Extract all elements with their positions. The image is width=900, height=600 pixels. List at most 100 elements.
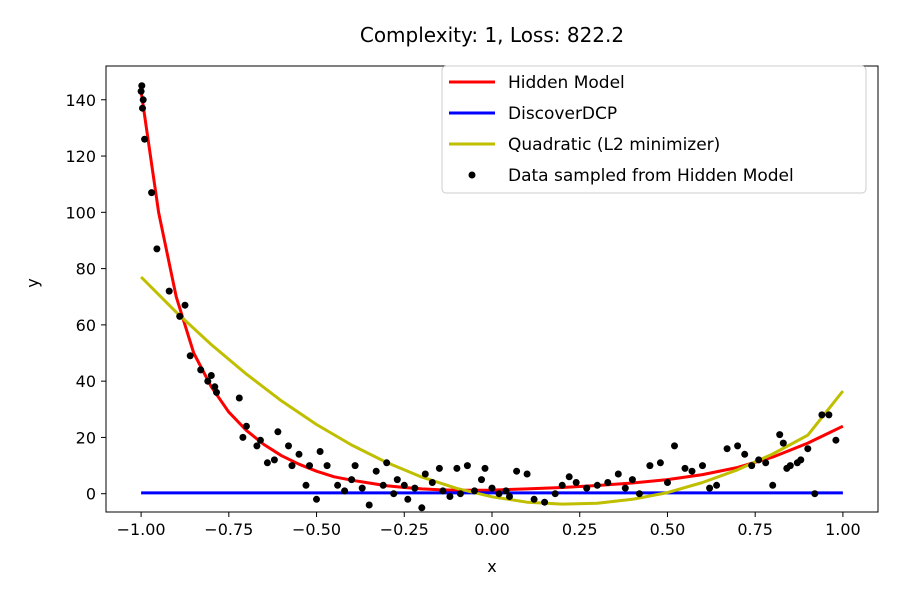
data-point (664, 479, 671, 486)
data-point (825, 411, 833, 419)
data-point (435, 464, 443, 472)
data-point (713, 481, 721, 489)
data-point (207, 372, 215, 379)
data-point (481, 464, 489, 472)
data-point (646, 462, 654, 470)
data-point (495, 490, 503, 498)
y-tick-label: 0 (86, 485, 96, 504)
data-point (365, 501, 373, 509)
legend-swatch-data (468, 171, 476, 179)
data-point (656, 459, 664, 467)
data-point (165, 287, 173, 295)
x-axis-label: x (487, 557, 496, 576)
data-point (263, 459, 271, 467)
x-tick-label: −1.00 (117, 520, 166, 539)
data-point (688, 467, 696, 475)
data-point (411, 484, 419, 492)
data-point (316, 448, 324, 455)
series-line-hidden-model (139, 91, 844, 492)
data-point (671, 442, 678, 450)
data-point (523, 470, 531, 478)
data-point (295, 450, 303, 458)
y-tick-label: 140 (65, 91, 96, 110)
data-point (400, 481, 408, 489)
data-point (270, 456, 278, 464)
data-point (530, 495, 538, 503)
data-point (453, 464, 461, 472)
data-point (779, 439, 787, 447)
x-tick-label: −0.50 (292, 520, 341, 539)
x-tick-label: 1.00 (825, 520, 861, 539)
data-point (137, 87, 145, 95)
x-tick-label: −0.25 (380, 520, 429, 539)
x-tick-label: 0.25 (562, 520, 598, 539)
legend-box (441, 65, 867, 194)
data-point (256, 436, 264, 444)
data-point (762, 459, 770, 467)
data-point (285, 442, 292, 450)
y-tick-label: 120 (65, 147, 96, 166)
data-point (471, 487, 478, 495)
data-point (832, 436, 840, 444)
data-point (614, 470, 622, 478)
data-point (741, 450, 749, 458)
legend-label-hidden-model: Hidden Model (508, 73, 625, 93)
data-point (383, 459, 391, 467)
legend: Hidden Model DiscoverDCP Quadratic (L2 m… (441, 65, 867, 194)
data-point (593, 481, 601, 489)
data-point (488, 484, 496, 492)
data-point (755, 456, 763, 464)
data-point (769, 481, 777, 489)
x-tick-label: 0.50 (650, 520, 686, 539)
y-tick-label: 80 (76, 260, 96, 279)
data-point (572, 479, 580, 486)
data-point (541, 498, 549, 506)
data-point (204, 377, 212, 385)
chart-title: Complexity: 1, Loss: 822.2 (360, 23, 624, 47)
data-point (186, 352, 194, 360)
data-point (478, 476, 485, 484)
data-point (313, 495, 320, 503)
data-point (628, 476, 636, 484)
data-point (558, 481, 566, 489)
data-point (288, 462, 296, 470)
legend-label-discoverdcp: DiscoverDCP (508, 104, 617, 124)
data-point (211, 383, 219, 391)
data-point (421, 470, 429, 478)
data-point (393, 476, 401, 484)
data-point (139, 96, 147, 104)
data-point (153, 245, 161, 253)
data-point (253, 442, 261, 450)
y-axis-label: y (23, 278, 42, 287)
data-point (379, 481, 387, 489)
data-point (242, 422, 250, 430)
data-point (372, 467, 380, 475)
data-point (748, 462, 756, 470)
x-tick-label: −0.75 (204, 520, 253, 539)
series-line-quadratic-l2-minimizer (140, 275, 845, 506)
data-point (513, 467, 521, 475)
data-point (502, 487, 510, 495)
series-layer (137, 82, 845, 512)
data-point (358, 484, 366, 492)
data-point (138, 82, 146, 90)
data-point (390, 490, 398, 498)
data-point (239, 433, 247, 441)
data-point (181, 301, 189, 309)
data-point (506, 493, 513, 500)
y-tick-label: 100 (65, 203, 96, 222)
data-point (463, 462, 471, 470)
data-point (235, 394, 243, 402)
data-point (446, 493, 454, 500)
y-tick-label: 60 (76, 316, 96, 335)
data-point (706, 484, 714, 492)
data-point (786, 462, 794, 470)
data-point (341, 487, 349, 495)
legend-label-data: Data sampled from Hidden Model (508, 166, 794, 186)
x-axis: −1.00 −0.75 −0.50 −0.25 0.00 0.25 0.50 0.75 1.00 (117, 512, 861, 539)
data-point (734, 442, 742, 450)
data-point (306, 462, 313, 470)
data-point (456, 490, 464, 498)
data-point (804, 445, 812, 453)
